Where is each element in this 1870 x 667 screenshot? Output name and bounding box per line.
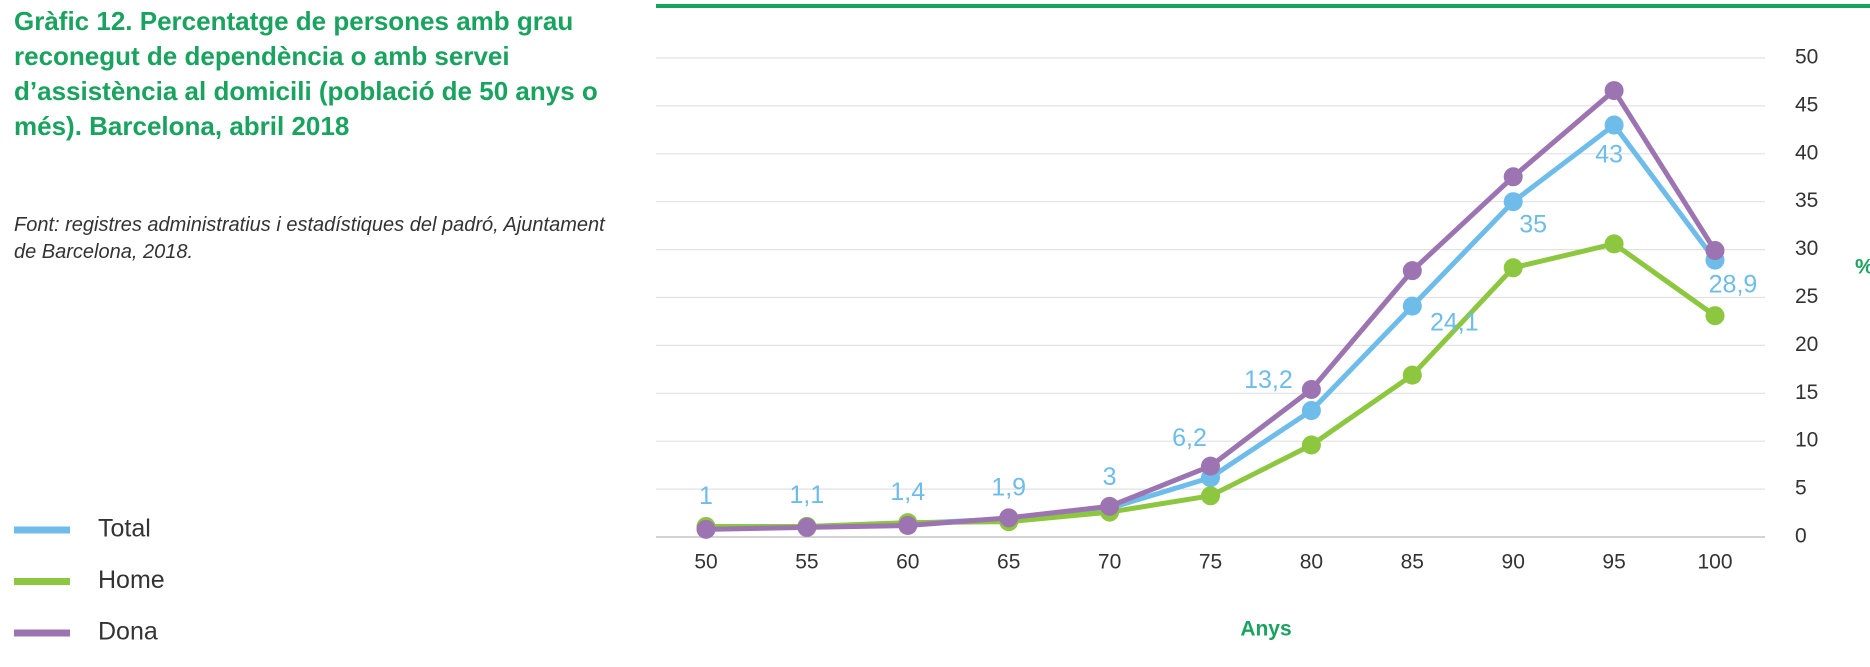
data-point [1503,192,1523,212]
data-point [1402,296,1422,316]
data-label: 24,1 [1430,309,1479,337]
data-point [1402,365,1422,385]
y-tick-label: 50 [1795,46,1818,69]
y-tick-label: 10 [1795,429,1818,452]
data-label: 1,9 [991,473,1026,501]
x-axis-label: Anys [1240,618,1291,641]
data-label: 6,2 [1172,424,1207,452]
x-tick-label: 100 [1697,551,1732,574]
data-point [898,516,918,536]
data-point [1301,379,1321,399]
x-tick-label: 90 [1502,551,1525,574]
x-tick-label: 55 [795,551,818,574]
data-point [1503,167,1523,187]
data-label: 43 [1595,141,1623,169]
data-label: 1,1 [790,481,825,509]
x-tick-label: 75 [1199,551,1222,574]
chart-title: Gràfic 12. Percentatge de persones amb g… [14,6,598,141]
y-tick-label: 40 [1795,141,1818,164]
data-point [999,508,1019,528]
y-tick-label: 20 [1795,333,1818,356]
x-tick-label: 80 [1300,551,1323,574]
x-tick-label: 65 [997,551,1020,574]
data-point [1301,401,1321,421]
data-point [1604,115,1624,135]
data-label: 1,4 [890,478,925,506]
data-point [696,519,716,539]
data-point [1100,496,1120,516]
y-tick-label: 0 [1795,525,1807,548]
data-label: 28,9 [1709,271,1758,299]
x-tick-label: 95 [1602,551,1625,574]
data-point [1402,261,1422,281]
data-label: 35 [1519,210,1547,238]
data-point [1705,241,1725,261]
data-label: 13,2 [1244,366,1293,394]
y-axis-label: % [1855,256,1870,279]
legend-label: Home [98,566,165,594]
legend-label: Dona [98,618,158,646]
data-point [1301,435,1321,455]
data-point [1503,258,1523,278]
data-point [1201,486,1220,506]
y-tick-label: 25 [1795,285,1818,308]
data-point [1201,456,1220,476]
x-tick-label: 85 [1401,551,1424,574]
data-point [797,517,817,537]
x-tick-label: 50 [694,551,717,574]
data-point [1604,81,1624,101]
data-label: 3 [1103,463,1117,491]
y-tick-label: 30 [1795,237,1818,260]
data-label: 1 [699,482,713,510]
y-tick-label: 5 [1795,477,1807,500]
x-tick-label: 70 [1098,551,1121,574]
y-tick-label: 15 [1795,381,1818,404]
source-note: Font: registres administratius i estadís… [14,214,605,263]
data-point [1705,306,1725,326]
y-tick-label: 35 [1795,189,1818,212]
y-tick-label: 45 [1795,93,1818,116]
data-point [1604,234,1624,254]
x-tick-label: 60 [896,551,919,574]
legend-label: Total [98,515,151,543]
